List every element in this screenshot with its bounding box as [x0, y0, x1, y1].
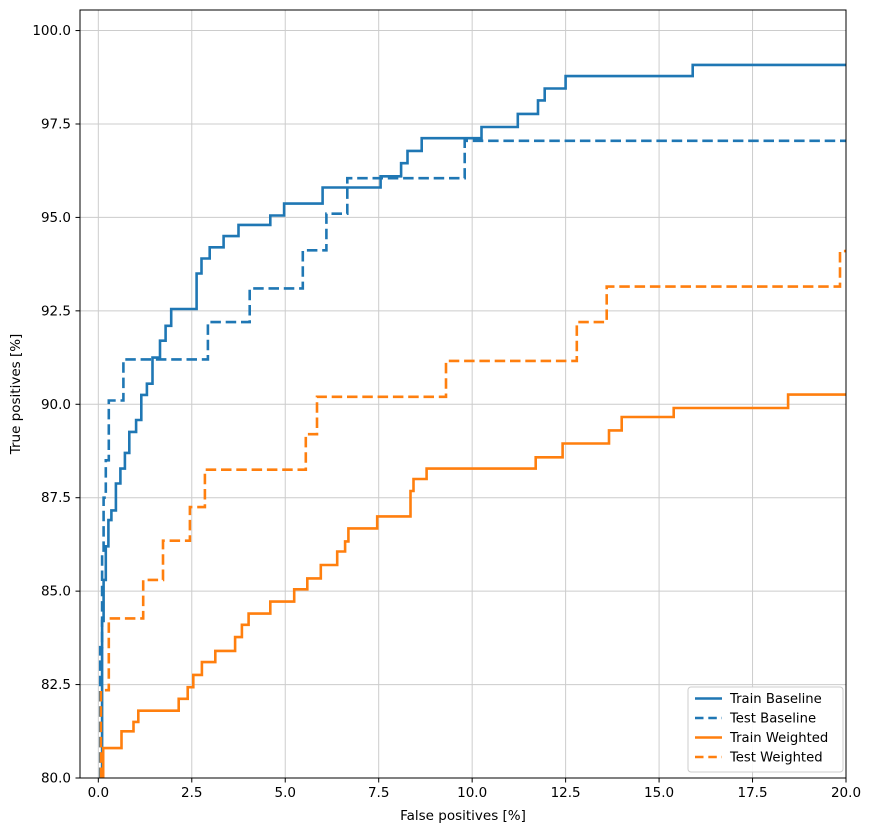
- x-tick-label: 15.0: [644, 785, 674, 801]
- x-tick-label: 10.0: [457, 785, 487, 801]
- test-weighted-curve: [99, 249, 846, 778]
- test-baseline-curve: [98, 139, 846, 778]
- y-tick-label: 82.5: [41, 677, 71, 693]
- y-tick-label: 95.0: [41, 210, 71, 226]
- y-tick-label: 90.0: [41, 397, 71, 413]
- x-tick-label: 5.0: [274, 785, 295, 801]
- legend-item-test-weighted: Test Weighted: [695, 751, 823, 766]
- y-tick-label: 100.0: [32, 23, 71, 39]
- y-tick-label: 92.5: [41, 303, 71, 319]
- train-baseline-curve: [100, 63, 846, 778]
- legend-label: Train Weighted: [729, 731, 828, 746]
- y-tick-label: 80.0: [41, 771, 71, 787]
- plot-border: [79, 9, 847, 779]
- legend-item-test-baseline: Test Baseline: [695, 712, 816, 727]
- legend-box: [687, 686, 844, 773]
- y-axis: 80.0 82.5 85.0 87.5 90.0 92.5 95.0 97.5 100.0: [32, 23, 80, 787]
- x-axis: 0.0 2.5 5.0 7.5 10.0 12.5 15.0 17.5 20.0: [88, 778, 861, 801]
- legend-label: Train Baseline: [729, 692, 822, 707]
- legend-label: Test Baseline: [729, 712, 816, 727]
- train-weighted-curve: [101, 393, 846, 778]
- legend-label: Test Weighted: [729, 751, 823, 766]
- curves: [98, 63, 846, 778]
- legend-item-train-baseline: Train Baseline: [695, 692, 822, 707]
- y-tick-label: 85.0: [41, 584, 71, 600]
- x-tick-label: 12.5: [551, 785, 581, 801]
- legend: Train Baseline Test Baseline Train Weighte…: [687, 686, 844, 773]
- x-tick-label: 7.5: [368, 785, 389, 801]
- legend-item-train-weighted: Train Weighted: [695, 731, 828, 746]
- x-tick-label: 0.0: [88, 785, 109, 801]
- y-axis-label: True positives [%]: [8, 334, 24, 456]
- x-tick-label: 17.5: [738, 785, 768, 801]
- y-tick-label: 87.5: [41, 490, 71, 506]
- x-axis-label: False positives [%]: [400, 808, 526, 824]
- y-tick-label: 97.5: [41, 116, 71, 132]
- x-tick-label: 2.5: [181, 785, 202, 801]
- x-tick-label: 20.0: [831, 785, 861, 801]
